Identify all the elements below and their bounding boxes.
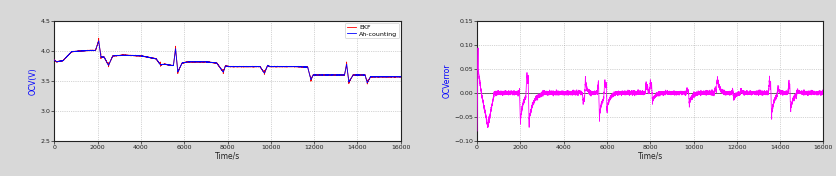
Ah-counting (324, 74, 334, 76)
Line: EKF: EKF (54, 38, 400, 84)
Y-axis label: OCVerror: OCVerror (442, 64, 451, 98)
EKF (94, 37, 104, 39)
EKF (175, 67, 185, 69)
EKF (67, 51, 77, 53)
Ah-counting (67, 51, 77, 53)
EKF (254, 65, 264, 67)
X-axis label: Time/s: Time/s (638, 151, 663, 160)
EKF (269, 65, 279, 67)
Ah-counting (254, 65, 264, 68)
Ah-counting (175, 67, 185, 69)
Ah-counting (49, 59, 59, 61)
Ah-counting (395, 76, 405, 78)
EKF (49, 59, 59, 61)
EKF (362, 83, 372, 85)
X-axis label: Time/s: Time/s (215, 151, 240, 160)
Ah-counting (269, 65, 279, 68)
EKF (306, 78, 316, 81)
Y-axis label: OCV(V): OCV(V) (28, 67, 38, 95)
Ah-counting (306, 78, 316, 80)
Legend: EKF, Ah-counting: EKF, Ah-counting (345, 23, 399, 38)
Ah-counting (94, 40, 104, 42)
EKF (324, 74, 334, 76)
Ah-counting (362, 82, 372, 84)
Line: Ah-counting: Ah-counting (54, 41, 400, 83)
EKF (395, 76, 405, 78)
